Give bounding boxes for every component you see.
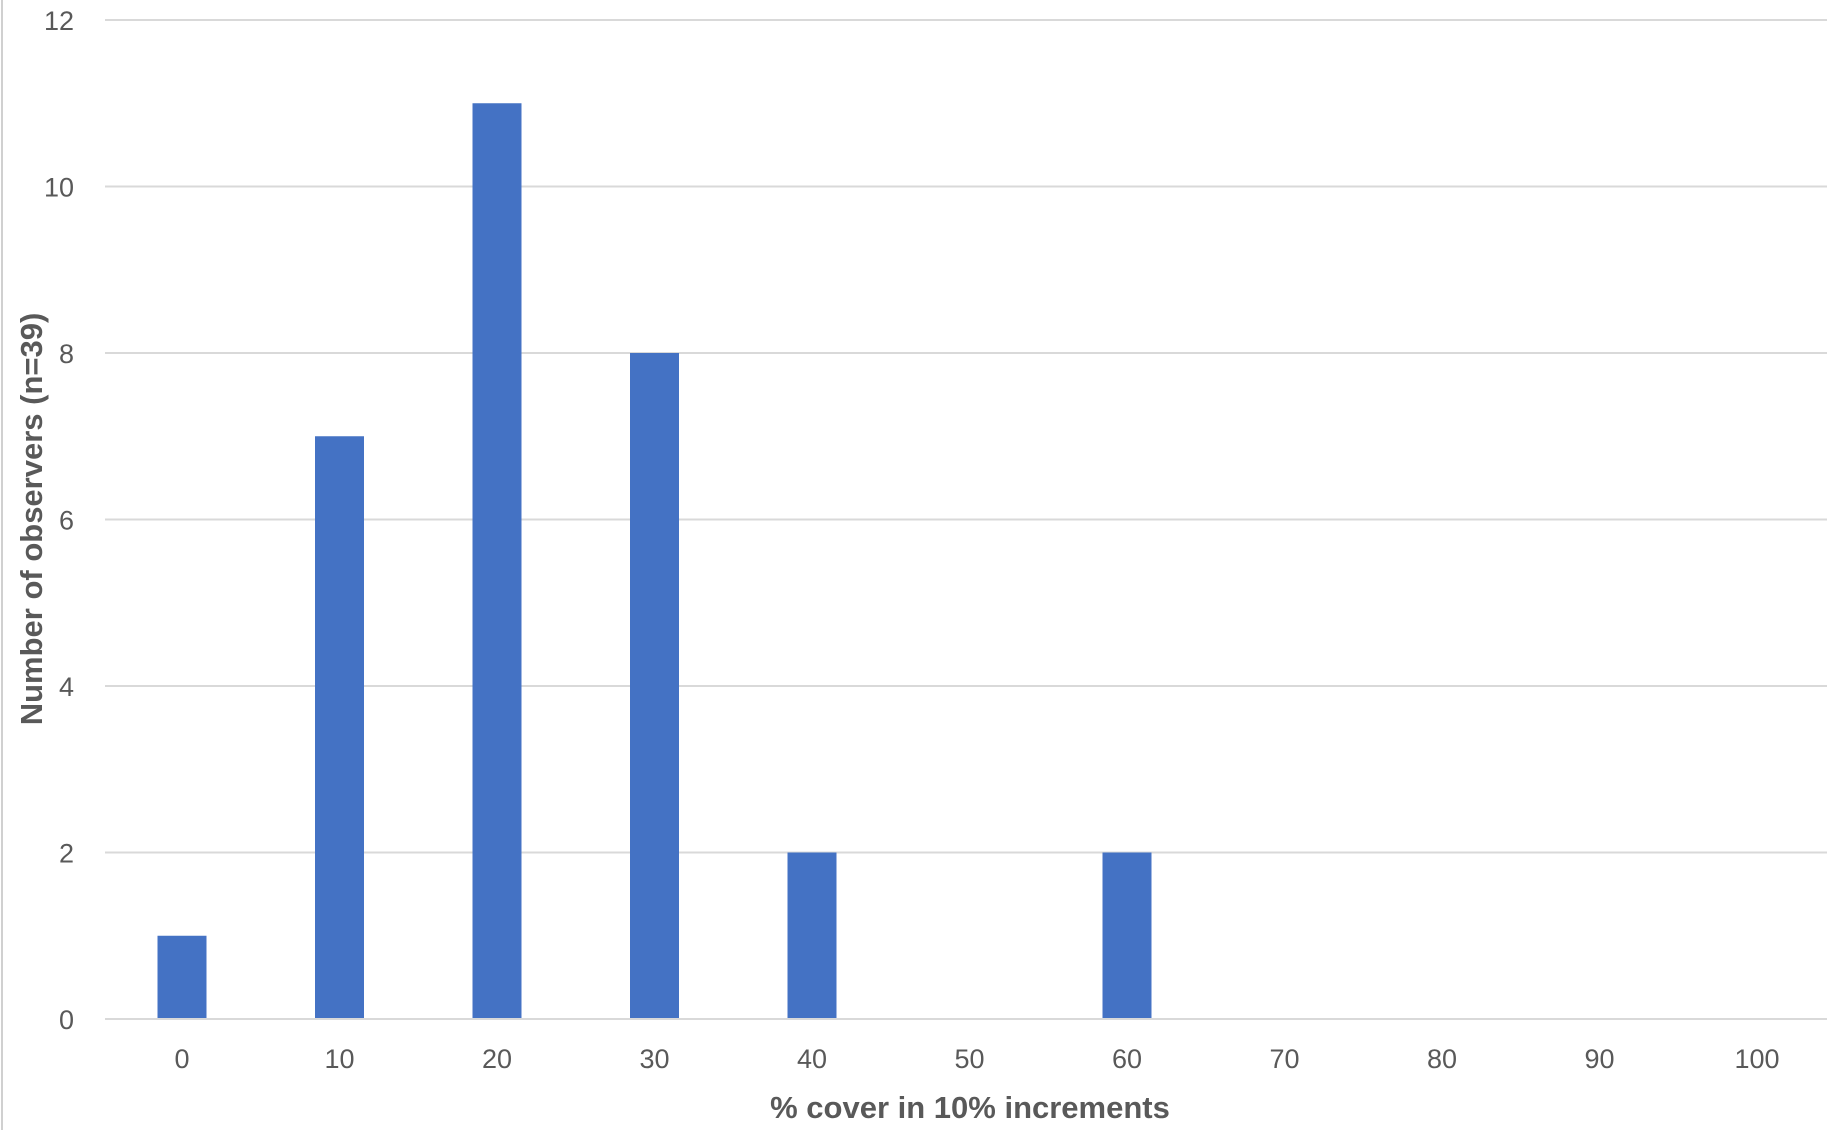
y-axis-title: Number of observers (n=39)	[14, 313, 49, 726]
y-tick-label: 10	[44, 173, 74, 203]
y-tick-label: 6	[59, 506, 74, 536]
x-tick-label: 70	[1269, 1044, 1299, 1074]
x-tick-label: 0	[174, 1044, 189, 1074]
bars	[157, 103, 1152, 1019]
x-tick-labels: 0 10 20 30 40 50 60 70 80 90 100	[174, 1044, 1779, 1074]
bar-0	[157, 935, 207, 1019]
y-tick-labels: 0 2 4 6 8 10 12	[44, 6, 74, 1035]
x-tick-label: 100	[1734, 1044, 1779, 1074]
bar-30	[630, 353, 679, 1019]
y-tick-label: 4	[59, 672, 74, 702]
y-tick-label: 8	[59, 339, 74, 369]
bar-40	[787, 852, 837, 1019]
x-tick-label: 20	[482, 1044, 512, 1074]
x-tick-label: 60	[1112, 1044, 1142, 1074]
gridlines	[105, 19, 1827, 854]
x-tick-label: 10	[324, 1044, 354, 1074]
x-axis-title: % cover in 10% increments	[770, 1090, 1170, 1125]
y-tick-label: 0	[59, 1005, 74, 1035]
x-tick-label: 30	[639, 1044, 669, 1074]
bar-10	[315, 436, 364, 1019]
x-tick-label: 90	[1584, 1044, 1614, 1074]
x-tick-label: 80	[1427, 1044, 1457, 1074]
x-tick-label: 40	[797, 1044, 827, 1074]
x-tick-label: 50	[954, 1044, 984, 1074]
y-tick-label: 12	[44, 6, 74, 36]
bar-20	[472, 103, 522, 1019]
bar-60	[1102, 852, 1152, 1019]
y-tick-label: 2	[59, 839, 74, 869]
